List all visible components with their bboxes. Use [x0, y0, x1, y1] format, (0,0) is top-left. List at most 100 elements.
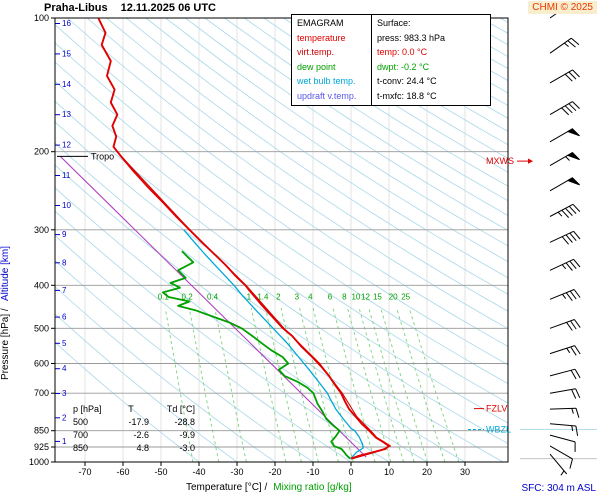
barb-full: [570, 37, 580, 46]
mixing-ratio-label: 12: [361, 293, 370, 302]
barb-full: [572, 101, 580, 109]
temp-tick-label: -70: [78, 467, 91, 477]
cell-t: -17.9: [128, 417, 149, 427]
wind-barb: [549, 289, 581, 302]
table-row: 500 -17.9 -28.8: [73, 416, 195, 429]
barb-full: [574, 368, 581, 379]
station-elevation-label: SFC: 304 m ASL: [521, 483, 596, 494]
barb-full: [575, 388, 581, 399]
barb-full: [565, 207, 573, 216]
legend-item-updraft: updraft v.temp.: [297, 90, 357, 101]
temperature-axis-label: Temperature [°C] /: [186, 482, 268, 493]
dry-adiabat-line: [520, 18, 600, 471]
col-dewpoint: Td [°C]: [166, 404, 195, 414]
col-pressure: p [hPa]: [73, 404, 102, 414]
dry-adiabat-line: [55, 187, 428, 462]
mixing-ratio-line: [332, 307, 376, 462]
barb-full: [567, 40, 576, 48]
wind-barb: [549, 434, 576, 452]
mixing-ratio-line: [188, 307, 220, 462]
x-axis-title: Temperature [°C] / Mixing ratio [g/kg]: [186, 482, 352, 493]
mixing-ratio-layer: [164, 307, 460, 462]
barb-full: [561, 236, 569, 245]
surface-tconv: t-conv: 24.4 °C: [377, 76, 437, 87]
dry-adiabat-line: [165, 18, 508, 247]
temp-tick-label: -30: [230, 467, 243, 477]
temp-tick-label: -60: [116, 467, 129, 477]
fzlv-label: FZLV: [486, 404, 507, 414]
temp-tick-label: -10: [306, 467, 319, 477]
mixing-ratio-label: 20: [389, 293, 398, 302]
altitude-tick-label: 13: [62, 110, 71, 119]
legend-item-temperature: temperature: [297, 32, 346, 43]
barb-flag: [566, 151, 580, 161]
cell-t: 4.8: [136, 443, 149, 453]
wind-barb: [549, 388, 581, 399]
mixing-ratio-label: 0.4: [207, 293, 219, 302]
sounding-datetime: 12.11.2025 06 UTC: [120, 2, 216, 14]
mixing-ratio-label: 1: [247, 293, 252, 302]
mixing-ratio-line: [408, 307, 460, 462]
mixing-ratio-line: [358, 307, 405, 462]
dry-adiabat-line: [106, 18, 508, 295]
table-row: 700 -2.6 -9.9: [73, 429, 195, 442]
pressure-tick-label: 1000: [29, 457, 49, 467]
dry-adiabat-line: [125, 18, 508, 279]
wind-barb: [549, 423, 579, 436]
altitude-tick-label: 12: [62, 141, 71, 150]
wind-barb: [549, 128, 580, 143]
barb-full: [566, 322, 573, 331]
surface-temp: temp: 0.0 °C: [377, 47, 428, 58]
surface-press: press: 983.3 hPa: [377, 32, 446, 43]
dry-adiabat-line: [55, 210, 390, 462]
mixing-ratio-label: 1.4: [257, 293, 269, 302]
altitude-tick-label: 11: [62, 171, 71, 180]
col-temperature: T: [128, 404, 134, 414]
barb-full: [565, 262, 573, 271]
cell-t: -2.6: [133, 430, 149, 440]
mixing-ratio-line: [312, 307, 354, 462]
mixing-ratio-label: 2: [276, 293, 281, 302]
dew-point-curve: [161, 250, 351, 460]
dry-adiabat-line: [55, 24, 508, 347]
pressure-tick-label: 100: [34, 13, 49, 23]
barb-half: [571, 425, 574, 432]
mixing-ratio-line: [214, 307, 247, 462]
surface-title: Surface:: [377, 18, 411, 28]
pressure-tick-label: 850: [34, 426, 49, 436]
table-row: 850 4.8 -3.0: [73, 442, 195, 455]
mixing-ratio-line: [299, 307, 339, 462]
dry-adiabat-line: [500, 18, 508, 23]
dry-adiabat-line: [55, 234, 352, 462]
wind-barb: [549, 177, 580, 192]
barb-full: [573, 230, 581, 240]
altitude-tick-label: 7: [62, 286, 67, 295]
altitude-tick-label: 10: [62, 201, 71, 210]
barb-full: [571, 389, 577, 399]
dry-adiabat-line: [204, 18, 508, 216]
wet-bulb-temp-curve: [183, 229, 364, 460]
barb-half: [571, 408, 574, 414]
cell-p: 700: [73, 430, 89, 440]
pressure-axis-label: Pressure [hPa] /: [0, 308, 11, 380]
dry-adiabat-line: [55, 42, 508, 366]
altitude-tick-label: 16: [62, 19, 71, 28]
cell-td: -3.0: [179, 443, 195, 453]
wind-barb: [549, 203, 581, 218]
barb-full: [565, 234, 573, 243]
curves-layer: [59, 18, 391, 460]
wind-barb: [549, 101, 580, 116]
mixing-ratio-label: 0.1: [158, 293, 170, 302]
wind-barb: [549, 230, 581, 245]
copyright-label: CHMI © 2025: [528, 1, 597, 14]
dry-adiabats-layer: [55, 18, 600, 471]
legend-title: EMAGRAM: [297, 18, 344, 28]
y-axis-title: Pressure [hPa] / Altitude [km]: [0, 150, 14, 380]
altitude-tick-label: 15: [62, 49, 71, 58]
barb-full: [569, 458, 573, 469]
barb-full: [561, 107, 570, 116]
dry-adiabat-line: [55, 341, 200, 462]
barb-half: [566, 347, 571, 354]
altitude-tick-label: 4: [62, 364, 67, 373]
barb-half: [561, 264, 567, 270]
